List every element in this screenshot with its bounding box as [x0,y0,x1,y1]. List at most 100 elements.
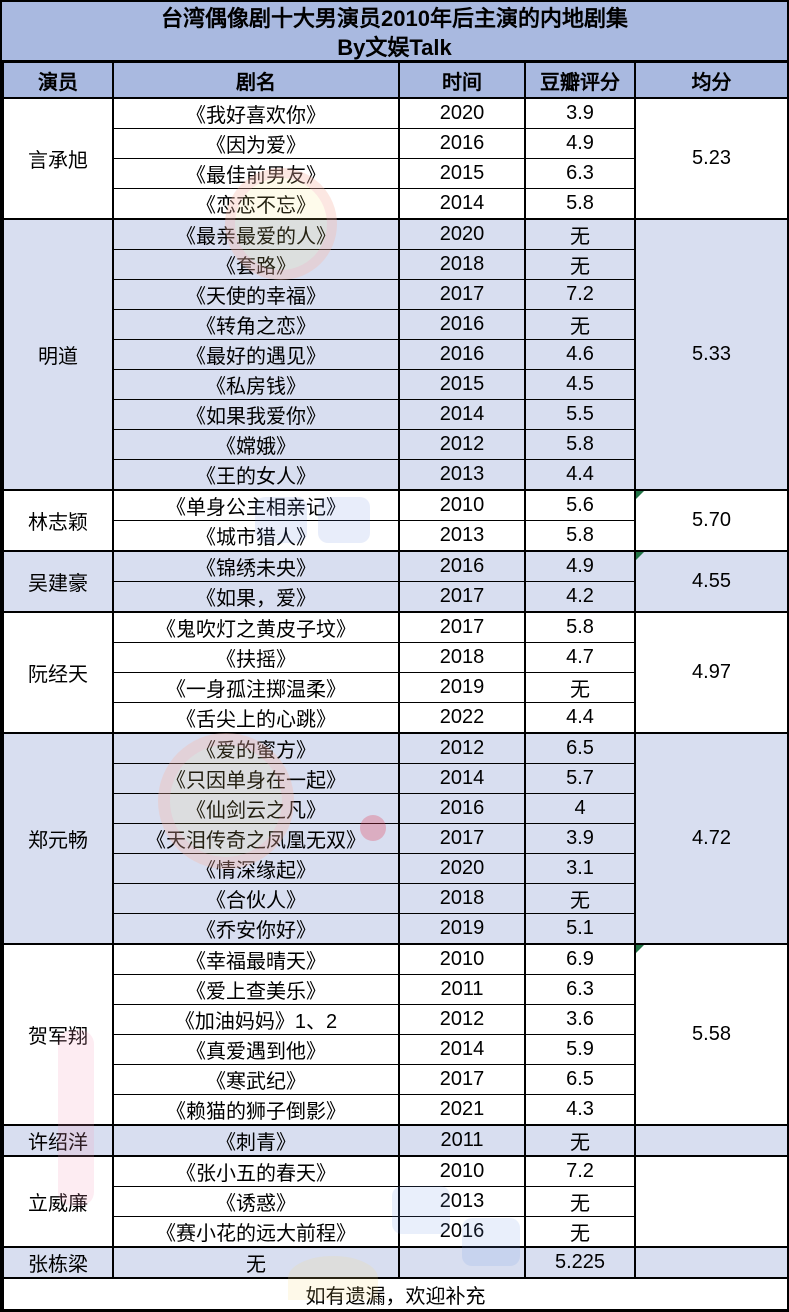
drama-rating: 4.9 [524,128,636,159]
drama-rating: 7.2 [524,279,636,310]
drama-year: 2016 [398,128,526,159]
drama-year: 2019 [398,672,526,703]
drama-year: 2013 [398,1186,526,1217]
drama-title: 《刺青》 [112,1124,400,1157]
column-header-0: 演员 [2,62,114,99]
drama-year: 2017 [398,1064,526,1095]
drama-year: 2013 [398,459,526,491]
actor-name: 贺军翔 [2,943,114,1126]
drama-rating: 6.5 [524,732,636,764]
table-title-block: 台湾偶像剧十大男演员2010年后主演的内地剧集 By文娱Talk [2,2,787,62]
drama-rating: 无 [524,309,636,340]
table-row: 《赛小花的远大前程》 2016 无 [3,1216,788,1248]
drama-rating: 6.9 [524,943,636,975]
drama-rating: 无 [524,218,636,250]
drama-year: 2012 [398,429,526,460]
table-row: 《乔安你好》 2019 5.1 [3,913,788,945]
drama-year: 2012 [398,732,526,764]
drama-rating: 无 [524,249,636,280]
column-header-4: 均分 [634,62,789,99]
drama-title: 《一身孤注掷温柔》 [112,672,400,703]
actor-name: 阮经天 [2,611,114,734]
actor-name: 明道 [2,218,114,491]
drama-rating: 4.5 [524,369,636,400]
drama-year: 2016 [398,793,526,824]
avg-score-value: 4.97 [692,661,731,683]
table-row: 郑元畅 《爱的蜜方》 2012 6.5 4.72 [2,732,789,945]
drama-year: 2015 [398,369,526,400]
table-row: 《如果，爱》 2017 4.2 [3,581,788,613]
table-row: 《转角之恋》 2016 无 [3,309,788,340]
drama-rating: 3.9 [524,823,636,854]
column-header-3: 豆瓣评分 [524,62,636,99]
drama-year: 2017 [398,823,526,854]
drama-year: 2010 [398,1155,526,1187]
drama-rating: 5.1 [524,913,636,945]
drama-title: 《赛小花的远大前程》 [112,1216,400,1248]
table-row: 《赖猫的狮子倒影》 2021 4.3 [3,1094,788,1126]
drama-year: 2020 [398,97,526,129]
drama-rating: 4.7 [524,642,636,673]
avg-score: 4.97 [634,611,789,734]
drama-rating: 4.2 [524,581,636,613]
drama-rating: 无 [524,883,636,914]
drama-title: 《天使的幸福》 [112,279,400,310]
drama-year: 2010 [398,943,526,975]
avg-score-value: 5.33 [692,343,731,365]
drama-title: 《我好喜欢你》 [112,97,400,129]
avg-score-value: 4.55 [692,570,731,592]
table-row: 言承旭 《我好喜欢你》 2020 3.9 5.23 [2,97,789,220]
drama-year: 2012 [398,1004,526,1035]
drama-title: 《鬼吹灯之黄皮子坟》 [112,611,400,643]
table-row: 阮经天 《鬼吹灯之黄皮子坟》 2017 5.8 4.97 [2,611,789,734]
avg-score [634,1246,789,1279]
column-header-1: 剧名 [112,62,400,99]
drama-year: 2014 [398,1034,526,1065]
drama-rating: 无 [524,672,636,703]
avg-score: 4.72 [634,732,789,945]
drama-rating: 5.7 [524,763,636,794]
page-title: 台湾偶像剧十大男演员2010年后主演的内地剧集 [161,6,628,31]
drama-rating: 5.9 [524,1034,636,1065]
ratings-table: 演员 剧名 时间 豆瓣评分 均分 言承旭 《我好喜欢你》 2020 3.9 5.23 《因为爱》 2… [2,62,789,1310]
drama-year: 2018 [398,642,526,673]
actor-name: 郑元畅 [2,732,114,945]
drama-year: 2019 [398,913,526,945]
actor-name: 言承旭 [2,97,114,220]
table-row: 《合伙人》 2018 无 [3,883,788,914]
drama-title: 《最好的遇见》 [112,339,400,370]
table-row: 《天使的幸福》 2017 7.2 [3,279,788,310]
drama-title: 《天泪传奇之凤凰无双》 [112,823,400,854]
table-row: 立威廉 《张小五的春天》 2010 7.2 [2,1155,789,1248]
drama-title: 《只因单身在一起》 [112,763,400,794]
table-row: 《一身孤注掷温柔》 2019 无 [3,672,788,703]
drama-year: 2018 [398,249,526,280]
drama-rating: 6.5 [524,1064,636,1095]
table-row: 林志颖 《单身公主相亲记》 2010 5.6 5.70 [2,489,789,552]
green-flag-icon [637,553,644,560]
table-row: 《诱惑》 2013 无 [3,1186,788,1217]
drama-title: 《幸福最晴天》 [112,943,400,975]
drama-title: 《王的女人》 [112,459,400,491]
drama-rating: 5.6 [524,489,636,521]
drama-title: 《仙剑云之凡》 [112,793,400,824]
drama-title: 《城市猎人》 [112,520,400,552]
drama-rating: 5.225 [524,1246,636,1279]
table-row: 《嫦娥》 2012 5.8 [3,429,788,460]
drama-title: 《如果，爱》 [112,581,400,613]
footer-row: 如有遗漏，欢迎补充 [2,1277,789,1310]
table-row: 《恋恋不忘》 2014 5.8 [3,188,788,220]
table-row: 《最好的遇见》 2016 4.6 [3,339,788,370]
drama-title: 《最亲最爱的人》 [112,218,400,250]
drama-year: 2014 [398,399,526,430]
table-row: 《只因单身在一起》 2014 5.7 [3,763,788,794]
drama-title: 《转角之恋》 [112,309,400,340]
drama-year: 2017 [398,611,526,643]
drama-title: 《爱上查美乐》 [112,974,400,1005]
avg-score-value: 5.58 [692,1023,731,1045]
drama-title: 《锦绣未央》 [112,550,400,582]
drama-title: 无 [112,1246,400,1279]
table-header-row: 演员 剧名 时间 豆瓣评分 均分 [2,62,789,99]
drama-title: 《扶摇》 [112,642,400,673]
